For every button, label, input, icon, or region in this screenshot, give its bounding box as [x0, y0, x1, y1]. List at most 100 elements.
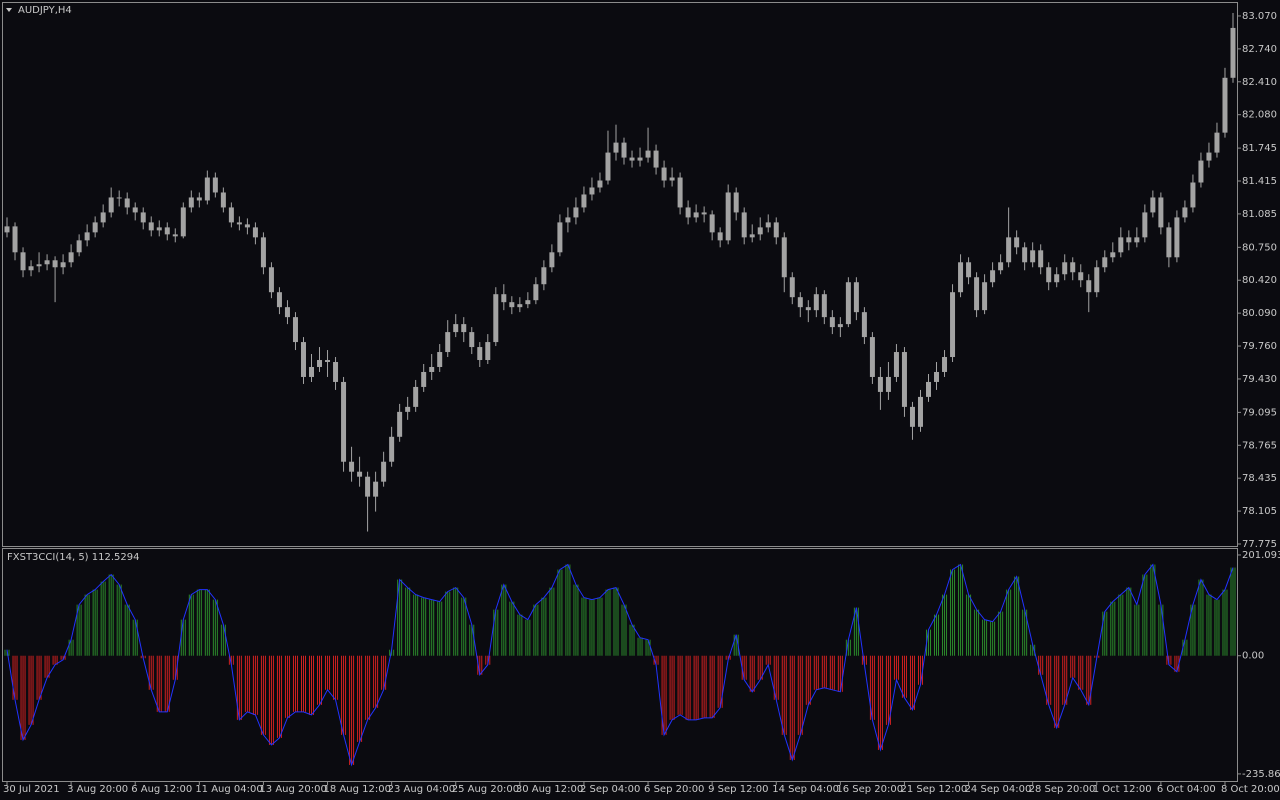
candle-body: [341, 381, 347, 462]
candle-body: [461, 324, 467, 333]
candle-body: [317, 360, 323, 367]
candle-body: [284, 307, 290, 318]
candle-body: [413, 386, 419, 407]
candle-body: [1118, 237, 1124, 253]
y-tick-label: 78.765: [1242, 440, 1277, 451]
candle-body: [661, 167, 667, 181]
candle-body: [509, 302, 515, 308]
x-tick-label: 25 Aug 20:00: [452, 784, 519, 795]
y-tick-label: 82.740: [1242, 44, 1277, 55]
candle-body: [116, 197, 122, 199]
candle-body: [1214, 132, 1220, 153]
candle-body: [36, 264, 42, 267]
candle-body: [397, 411, 403, 437]
candle-body: [653, 150, 659, 168]
candle-body: [789, 277, 795, 298]
candle-body: [1142, 212, 1148, 238]
candle-body: [1006, 237, 1012, 263]
candle-body: [1158, 197, 1164, 228]
candle-body: [132, 207, 138, 213]
candle-body: [148, 222, 154, 231]
candle-body: [773, 222, 779, 238]
candle-body: [926, 381, 931, 397]
x-tick-label: 8 Oct 20:00: [1221, 784, 1280, 795]
candle-body: [1230, 27, 1236, 78]
candle-body: [1054, 274, 1060, 283]
candle-body: [765, 222, 771, 228]
x-tick-label: 21 Sep 12:00: [900, 784, 967, 795]
candle-body: [52, 260, 58, 268]
candle-body: [621, 142, 627, 158]
candle-body: [950, 292, 956, 358]
candle-body: [781, 237, 787, 278]
candle-body: [1166, 227, 1172, 258]
x-tick-label: 6 Sep 20:00: [644, 784, 704, 795]
candle-body: [982, 282, 988, 311]
candle-body: [845, 282, 851, 325]
candle-body: [1206, 152, 1212, 161]
y-tick-label: 81.415: [1242, 176, 1277, 187]
candle-body: [1222, 77, 1228, 133]
candle-body: [645, 150, 651, 158]
candle-body: [709, 214, 715, 233]
candle-body: [813, 294, 819, 311]
candle-body: [1102, 257, 1108, 268]
candle-body: [893, 352, 899, 377]
y-tick-label: 78.105: [1242, 506, 1277, 517]
x-tick-label: 24 Sep 04:00: [965, 784, 1032, 795]
candle-body: [469, 332, 475, 348]
x-tick-label: 30 Aug 12:00: [516, 784, 583, 795]
candle-body: [725, 192, 731, 241]
candle-body: [805, 307, 811, 311]
candle-body: [589, 187, 595, 195]
candle-body: [829, 317, 835, 328]
candle-body: [1070, 262, 1076, 273]
candle-body: [124, 198, 130, 208]
x-tick-label: 28 Sep 20:00: [1029, 784, 1096, 795]
x-tick-label: 9 Sep 12:00: [708, 784, 768, 795]
symbol-menu-arrow[interactable]: [6, 8, 12, 12]
candle-body: [885, 376, 891, 392]
candle-body: [365, 476, 371, 497]
y-tick-label: 81.085: [1242, 209, 1277, 220]
candle-body: [966, 262, 972, 278]
candle-body: [493, 294, 499, 343]
indicator-title: FXST3CCI(14, 5) 112.5294: [7, 552, 139, 563]
candle-body: [517, 304, 523, 308]
candle-body: [485, 342, 491, 361]
candle-body: [998, 262, 1004, 271]
candle-body: [821, 294, 827, 318]
candle-body: [757, 227, 763, 235]
y-tick-label: 77.775: [1242, 539, 1277, 550]
candle-body: [1022, 247, 1028, 263]
candle-body: [549, 252, 555, 268]
candle-body: [693, 212, 699, 218]
candle-body: [837, 324, 843, 328]
candle-body: [741, 212, 747, 238]
x-tick-label: 13 Aug 20:00: [259, 784, 326, 795]
candle-body: [685, 207, 691, 218]
candle-body: [60, 262, 66, 268]
candle-body: [244, 224, 250, 228]
y-tick-label: 79.760: [1242, 341, 1277, 352]
y-tick-label: 82.080: [1242, 110, 1277, 121]
candle-body: [573, 207, 579, 218]
candle-body: [437, 352, 443, 367]
candle-body: [20, 252, 26, 271]
candle-body: [1046, 267, 1052, 283]
candle-body: [156, 227, 162, 231]
y-tick-label: 0.00: [1242, 651, 1264, 662]
candle-body: [349, 461, 355, 472]
candle-body: [1094, 267, 1100, 293]
candle-body: [1134, 237, 1140, 243]
candle-body: [525, 300, 531, 305]
y-tick-label: -235.861: [1242, 769, 1280, 780]
candle-body: [974, 277, 980, 311]
candle-body: [180, 207, 186, 237]
candle-body: [717, 232, 723, 241]
candle-body: [1062, 262, 1068, 275]
candle-body: [934, 371, 940, 382]
candle-body: [677, 177, 683, 208]
